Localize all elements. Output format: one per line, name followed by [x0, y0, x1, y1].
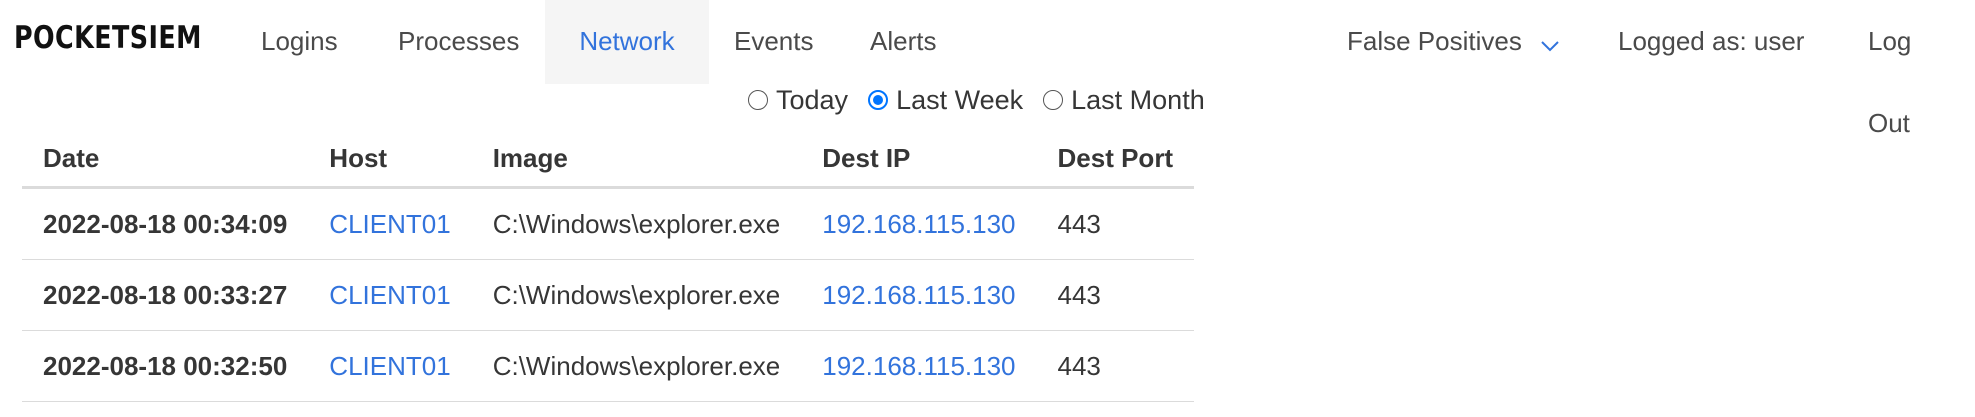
radio-button[interactable] [748, 90, 768, 110]
time-range-filter: Today Last Week Last Month [748, 80, 1225, 120]
false-positives-label: False Positives [1347, 26, 1522, 56]
cell-image: C:\Windows\explorer.exe [471, 330, 802, 402]
false-positives-dropdown[interactable]: False Positives [1325, 0, 1582, 84]
table-header-row: Date Host Image Dest IP Dest Port [22, 130, 1195, 189]
column-header-dest-port: Dest Port [1036, 130, 1195, 189]
logout-link[interactable]: Log Out [1868, 26, 1912, 138]
cell-dest-ip-link[interactable]: 192.168.115.130 [801, 259, 1037, 331]
radio-today[interactable]: Today [748, 85, 848, 116]
nav-network[interactable]: Network [545, 0, 709, 84]
table-row: 2022-08-18 00:33:27 CLIENT01 C:\Windows\… [22, 259, 1195, 331]
cell-host-link[interactable]: CLIENT01 [308, 187, 472, 260]
chevron-down-icon [1540, 2, 1560, 84]
cell-host-link[interactable]: CLIENT01 [308, 330, 472, 402]
cell-dest-ip-link[interactable]: 192.168.115.130 [801, 330, 1037, 402]
radio-label: Last Week [896, 84, 1024, 115]
network-table: Date Host Image Dest IP Dest Port 2022-0… [22, 130, 1195, 402]
column-header-dest-ip: Dest IP [801, 130, 1037, 189]
cell-date: 2022-08-18 00:33:27 [22, 259, 309, 331]
table-row: 2022-08-18 00:34:09 CLIENT01 C:\Windows\… [22, 187, 1195, 260]
radio-last-week[interactable]: Last Week [868, 85, 1023, 116]
cell-image: C:\Windows\explorer.exe [471, 187, 802, 260]
cell-image: C:\Windows\explorer.exe [471, 259, 802, 331]
radio-button-checked[interactable] [868, 90, 889, 110]
nav-alerts[interactable]: Alerts [870, 26, 937, 56]
column-header-date: Date [22, 130, 309, 189]
table-row: 2022-08-18 00:32:50 CLIENT01 C:\Windows\… [22, 330, 1195, 402]
cell-dest-port: 443 [1036, 330, 1195, 402]
cell-dest-port: 443 [1036, 187, 1195, 260]
cell-date: 2022-08-18 00:34:09 [22, 187, 309, 260]
radio-last-month[interactable]: Last Month [1043, 85, 1205, 116]
cell-dest-ip-link[interactable]: 192.168.115.130 [801, 187, 1037, 260]
top-navbar: POCKETSIEM Logins Processes Network Even… [0, 0, 1975, 138]
radio-button[interactable] [1043, 90, 1064, 110]
radio-label: Last Month [1071, 84, 1205, 115]
nav-events[interactable]: Events [734, 26, 814, 56]
nav-logins[interactable]: Logins [261, 26, 338, 56]
logged-as-user: Logged as: user [1618, 26, 1805, 56]
nav-processes[interactable]: Processes [398, 26, 520, 56]
column-header-image: Image [471, 130, 802, 189]
column-header-host: Host [308, 130, 472, 189]
cell-date: 2022-08-18 00:32:50 [22, 330, 309, 402]
cell-host-link[interactable]: CLIENT01 [308, 259, 472, 331]
cell-dest-port: 443 [1036, 259, 1195, 331]
brand-logo[interactable]: POCKETSIEM [14, 20, 202, 56]
radio-label: Today [776, 84, 849, 115]
